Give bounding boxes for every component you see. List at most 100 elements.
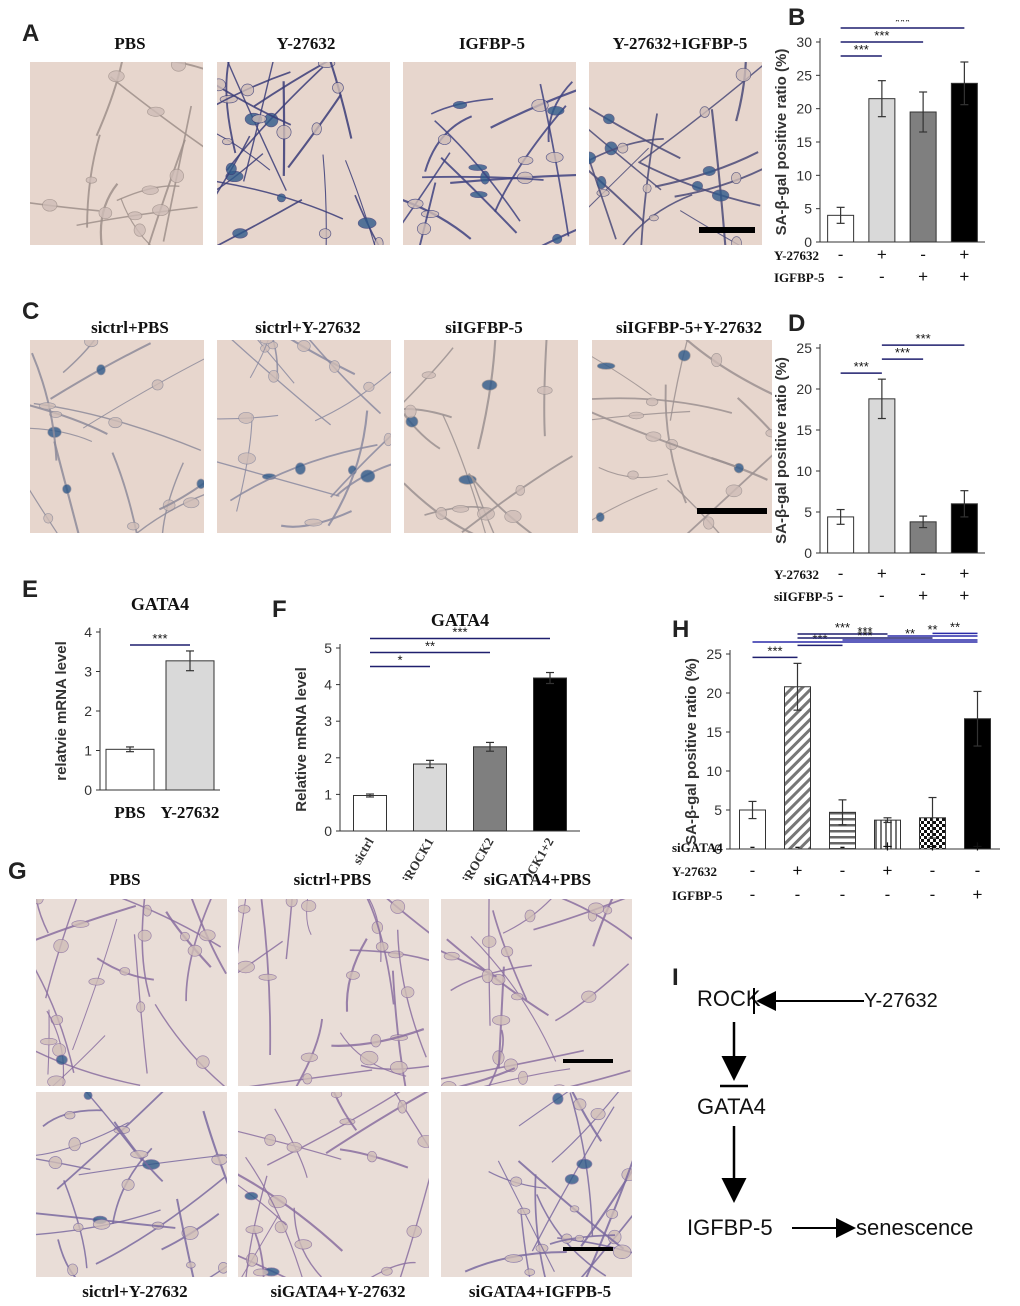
micrograph [30,62,203,245]
image-label: sictrl+Y-27632 [82,1282,188,1301]
panel-letter-h: H [672,616,690,643]
factor-sign: + [883,861,893,880]
factor-sign: - [840,885,846,904]
significance-label: *** [767,643,782,658]
chart-b: 0 5 10 15 20 25 30 SA-β-gal positive ratio (%) Y… [773,20,985,286]
factor-label: Y-27632 [672,864,717,879]
factor-label: IGFBP-5 [774,270,825,285]
y-tick-label: 10 [796,463,812,479]
factor-label: siIGFBP-5 [774,589,834,604]
category-label: PBS [114,803,145,822]
bar [413,763,447,832]
bar [950,82,978,243]
image-label: siGATA4+Y-27632 [270,1282,406,1301]
significance-label: *** [895,20,910,29]
panel-letter-g: G [8,858,27,885]
micrograph [589,62,762,245]
image-label: PBS [109,870,141,889]
factor-sign: + [877,564,887,583]
micrograph [238,899,429,1086]
factor-sign: + [973,885,983,904]
image-label: IGFBP-5 [458,34,526,53]
factor-label: Y-27632 [774,567,819,582]
significance-label: *** [895,345,910,360]
factor-sign: - [750,885,756,904]
significance-label: *** [452,625,467,640]
y-tick-label: 5 [324,640,332,656]
y-tick-label: 0 [84,782,92,798]
y-tick-label: 20 [796,101,812,117]
factor-sign: - [840,837,846,856]
y-axis-label: SA-β-gal positive ratio (%) [773,357,790,544]
micrograph [238,1092,429,1277]
pathway-gata4: GATA4 [697,1094,766,1119]
significance-label: * [397,653,402,668]
y-tick-label: 4 [324,677,332,693]
image-label: Y-27632 [276,34,336,53]
y-tick-label: 20 [796,381,812,397]
bar [353,794,387,832]
y-tick-label: 30 [796,34,812,50]
factor-label: siGATA4 [672,840,723,855]
bar [784,686,811,850]
bar [473,746,507,832]
y-tick-label: 15 [796,422,812,438]
significance-label: ** [425,639,435,654]
micrograph [36,1092,227,1277]
y-tick-label: 1 [324,786,332,802]
factor-sign: - [930,885,936,904]
y-tick-label: 25 [796,340,812,356]
factor-sign: + [883,837,893,856]
y-tick-label: 10 [706,763,722,779]
chart-e: 0 1 2 3 4 relatvie mRNA level GATA4 PBS Y-27632 *… [53,594,220,822]
factor-sign: + [918,267,928,286]
category-label: Y-27632 [161,803,220,822]
factor-sign: + [959,564,969,583]
factor-sign: - [885,885,891,904]
factor-sign: - [879,267,885,286]
significance-label: *** [835,620,850,635]
factor-sign: - [750,837,756,856]
micrograph [441,1092,632,1277]
scale-bar [697,508,767,514]
chart-h: 0 5 10 15 20 25 SA-β-gal positive ratio (%)siG… [672,620,1000,904]
micrograph [404,340,578,533]
y-tick-label: 0 [324,823,332,839]
significance-label: ** [950,620,960,634]
chart-title: GATA4 [131,594,189,614]
factor-label: IGFBP-5 [672,888,723,903]
pathway-rock: ROCK [697,986,761,1011]
y-tick-label: 15 [706,724,722,740]
y-tick-label: 3 [84,664,92,680]
y-tick-label: 4 [84,624,92,640]
panel-letter-a: A [22,20,40,47]
y-tick-label: 2 [324,750,332,766]
image-label: sictrl+PBS [293,870,372,889]
pathway-inhibitor: Y-27632 [864,990,938,1012]
significance-label: ** [927,622,937,637]
y-tick-label: 3 [324,713,332,729]
factor-sign: - [795,885,801,904]
panel-letter-d: D [788,310,806,337]
category-label: sictrl [350,835,377,867]
significance-label: *** [857,628,872,643]
y-tick-label: 0 [804,234,812,250]
micrograph [441,899,632,1086]
chart-d: 0 5 10 15 20 25 SA-β-gal positive ratio (%) Y-2… [773,331,985,605]
micrograph [30,340,204,533]
significance-label: *** [152,631,167,646]
y-axis-label: SA-β-gal positive ratio (%) [773,49,790,236]
pathway-senescence: senescence [856,1215,974,1240]
y-tick-label: 2 [84,703,92,719]
image-label: sictrl+PBS [91,318,169,337]
factor-sign: + [877,245,887,264]
scale-bar [699,227,755,233]
factor-sign: - [930,861,936,880]
factor-sign: + [793,861,803,880]
factor-sign: - [920,245,926,264]
pathway-igfbp5: IGFBP-5 [687,1215,773,1240]
factor-sign: + [928,837,938,856]
y-tick-label: 15 [796,134,812,150]
significance-label: *** [857,624,872,639]
